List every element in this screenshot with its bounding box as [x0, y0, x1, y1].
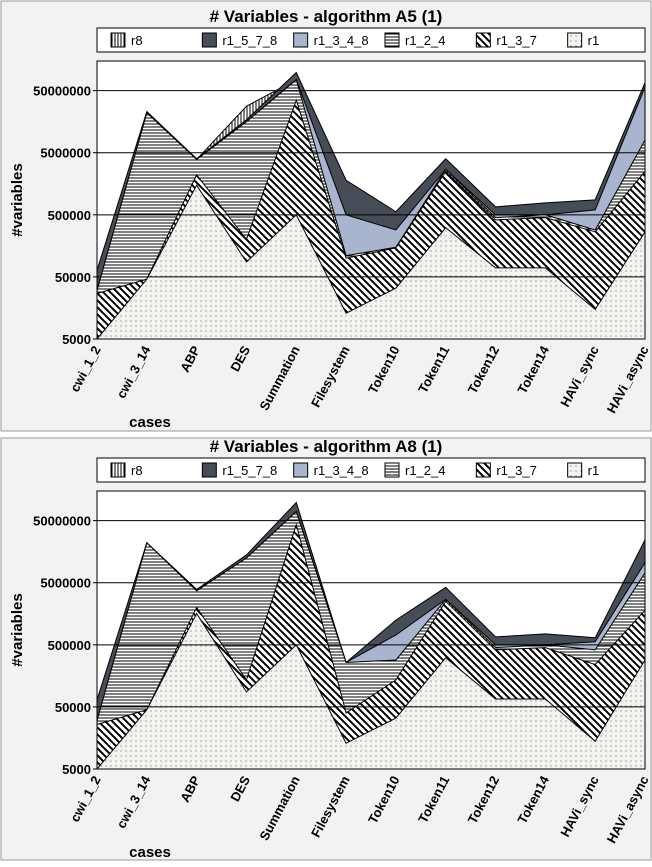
- legend-label: r1_5_7_8: [222, 463, 277, 478]
- legend-label: r1_5_7_8: [222, 33, 277, 48]
- y-tick-label: 50000000: [33, 514, 91, 529]
- plot-border: [96, 490, 646, 770]
- y-tick-label: 50000000: [33, 84, 91, 99]
- area: [95, 612, 646, 770]
- legend-swatch: [384, 462, 400, 478]
- legend-swatch: [384, 32, 400, 48]
- legend-label: r8: [131, 463, 143, 478]
- chart-title: # Variables - algorithm A5 (1): [210, 7, 443, 26]
- y-tick-label: 500000: [48, 208, 91, 223]
- legend-label: r1_3_7: [496, 33, 536, 48]
- y-tick-label: 50000: [55, 270, 91, 285]
- legend-label: r1: [588, 463, 600, 478]
- y-axis-label: #variables: [9, 593, 26, 666]
- legend-label: r1_2_4: [405, 463, 445, 478]
- y-tick-label: 50000: [55, 700, 91, 715]
- x-axis-label: cases: [129, 414, 171, 431]
- legend-label: r1_2_4: [405, 33, 445, 48]
- x-axis-label: cases: [129, 844, 171, 861]
- legend-label: r8: [131, 33, 143, 48]
- legend-label: r1: [588, 33, 600, 48]
- legend-swatch: [293, 32, 309, 48]
- legend-swatch: [475, 462, 491, 478]
- legend-label: r1_3_4_8: [314, 463, 369, 478]
- y-tick-label: 5000000: [40, 576, 91, 591]
- chart-title: # Variables - algorithm A8 (1): [210, 437, 443, 456]
- legend-swatch: [293, 462, 309, 478]
- legend-swatch: [567, 462, 583, 478]
- legend-swatch: [201, 32, 217, 48]
- legend-swatch: [567, 32, 583, 48]
- legend-label: r1_3_7: [496, 463, 536, 478]
- legend-swatch: [201, 462, 217, 478]
- y-tick-label: 5000000: [40, 146, 91, 161]
- legend-box: [96, 27, 646, 53]
- legend-label: r1_3_4_8: [314, 33, 369, 48]
- y-tick-label: 5000: [62, 762, 91, 777]
- y-tick-label: 500000: [48, 638, 91, 653]
- area: [95, 184, 646, 340]
- legend-swatch: [110, 32, 126, 48]
- plot-border: [96, 60, 646, 340]
- legend-box: [96, 457, 646, 483]
- y-axis-label: #variables: [9, 163, 26, 236]
- legend-swatch: [475, 32, 491, 48]
- legend-swatch: [110, 462, 126, 478]
- y-tick-label: 5000: [62, 332, 91, 347]
